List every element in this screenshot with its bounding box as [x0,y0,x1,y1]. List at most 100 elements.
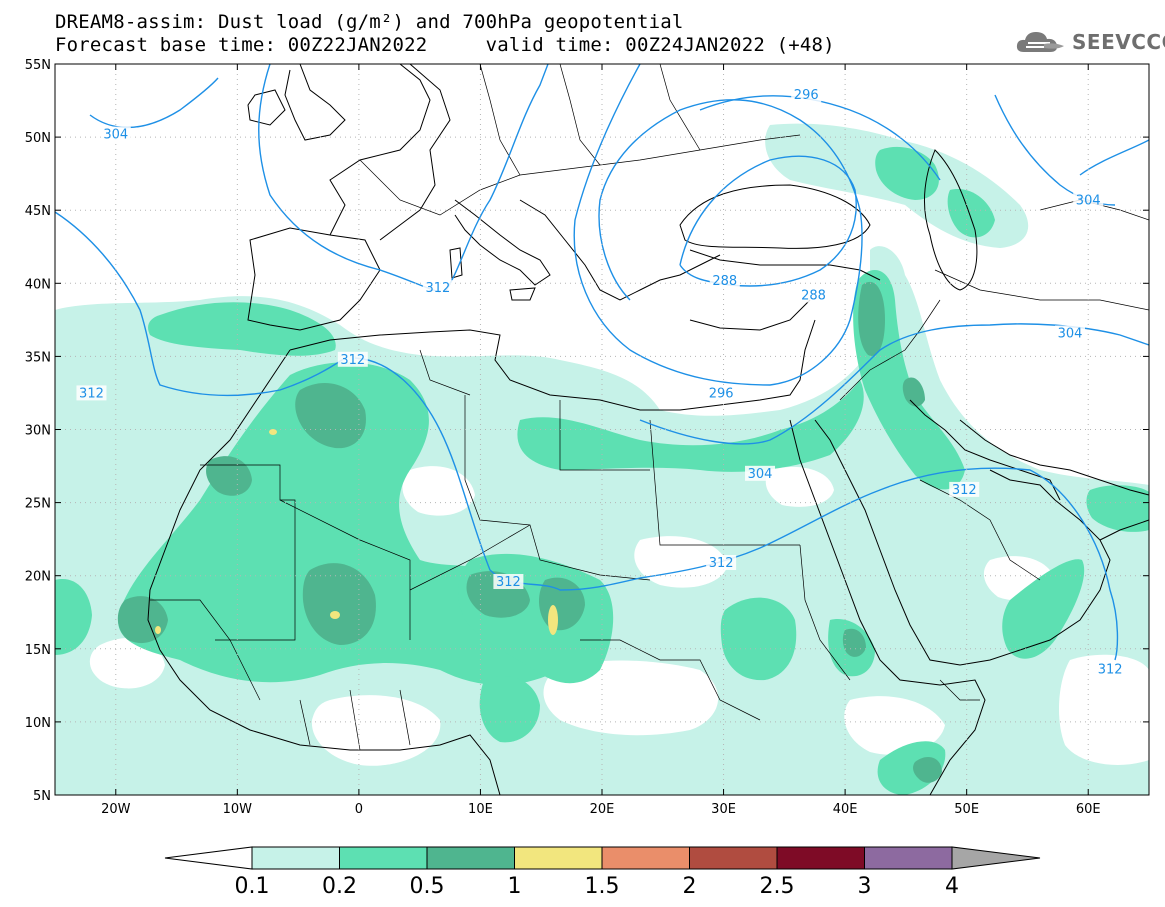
contour-label-text: 296 [709,386,734,401]
contour-label: 288 [798,287,829,303]
legend-swatch [601,846,690,870]
contour-label-text: 312 [1098,663,1123,678]
contour-label: 304 [100,126,131,143]
contour-label-bg [493,574,524,590]
contour-label-text: 312 [496,575,521,590]
contour-label-bg [706,555,737,571]
legend-label: 0.2 [322,874,357,899]
contour-label: 304 [1054,325,1085,341]
contour-label: 296 [706,385,737,401]
legend-swatch [339,846,428,870]
lon-tick-label: 20E [590,802,615,817]
contour-label-text: 288 [712,274,737,289]
contour-label-bg [422,280,453,296]
contour-312-northwest [258,64,441,293]
lat-tick-label: 30N [25,424,51,439]
contour-312-atlantic [55,211,346,397]
lon-tick-label: 60E [1076,802,1101,817]
lat-tick-label: 20N [25,570,51,585]
cloud-icon [1016,32,1064,52]
legend-swatch [251,846,340,870]
coast-sicily [509,287,536,301]
legend-swatch [864,846,953,870]
contour-296 [573,64,863,386]
dust-area-sahara-west [118,362,563,685]
contour-312-italy [444,64,549,293]
dust-area-caspian-west [947,189,995,238]
seevccc-logo: SEEVCCC [1014,26,1165,58]
lon-tick-label: 40E [833,802,858,817]
contour-label-bg [709,272,740,288]
contour-label-text: 312 [952,483,977,498]
lon-tick-label: 20W [101,802,131,817]
legend-label: 3 [858,874,872,899]
dust-core-eritrea [842,628,866,657]
coast-italy [454,199,551,286]
map-title: DREAM8-assim: Dust load (g/m²) and 700hP… [55,11,684,33]
contour-label: 304 [1073,192,1104,208]
contour-label-text: 304 [748,467,773,482]
contour-label: 304 [745,465,776,482]
lat-tick-label: 5N [33,789,51,804]
contour-label: 312 [76,385,107,401]
lat-tick-label: 10N [25,716,51,731]
contour-label: 312 [493,574,524,590]
dust-spot-senegal [155,626,161,634]
legend-swatch [514,846,603,870]
contour-label-text: 312 [79,386,104,401]
contour-label-text: 304 [103,128,128,143]
dust-core-mali [302,563,376,645]
legend-low-arrow [164,846,253,870]
contour-label: 312 [337,351,368,368]
contour-label-text: 288 [801,288,826,303]
country-borders [150,64,1149,751]
lat-tick-label: 50N [25,131,51,146]
dust-area-libya-egypt [517,380,864,472]
coast-sardinia [449,247,463,279]
legend-label: 1.5 [585,874,620,899]
contour-label-bg [798,287,829,303]
dust-area-senegal [55,579,92,655]
logo-text: SEEVCCC [1072,30,1165,54]
lon-tick-label: 30E [711,802,736,817]
contour-label: 288 [709,272,740,289]
legend-swatch [426,846,515,870]
dust-core-somalia [913,757,942,783]
contour-label-bg [337,351,368,367]
coast-west-africa [147,349,501,795]
contour-label-bg [100,126,131,142]
dust-spot-mali [330,611,340,619]
coast-caspian [924,149,978,291]
legend-label: 0.1 [235,874,270,899]
contour-label-text: 312 [425,281,450,296]
contour-label-text: 312 [709,556,734,571]
graticule [55,64,1149,795]
dust-core-kuwait [902,377,925,407]
contour-label: 312 [1095,661,1126,678]
legend-high-arrow [951,846,1041,870]
contour-304-far-ne [1079,139,1149,176]
dust-area-ethiopia [720,597,797,681]
legend-label: 4 [945,874,959,899]
legend-label: 2 [683,874,697,899]
legend-swatch [689,846,778,870]
legend-label: 2.5 [760,874,795,899]
dust-spot-morocco [269,429,277,435]
dust-area-nigeria [479,676,540,743]
lon-tick-label: 50E [954,802,979,817]
contour-labels: 304 296 304 312 288 288 304 312 312 296 304 312 312 3… [76,87,1126,678]
dust-layer-yellow [155,429,558,635]
dust-core-iraq [858,281,885,356]
lat-tick-label: 15N [25,643,51,658]
lat-tick-label: 55N [25,58,51,73]
lat-tick-label: 35N [25,350,51,365]
contour-304-northwest [89,77,219,129]
dust-area-arabia-south [1002,559,1085,659]
dust-area-atlas [148,302,336,356]
contour-label: 312 [949,481,980,498]
contour-label-bg [1095,661,1126,677]
contour-label-bg [949,481,980,497]
lat-tick-label: 40N [25,277,51,292]
dust-core-mauritania [206,456,252,496]
coast-red-sea [789,419,1111,795]
